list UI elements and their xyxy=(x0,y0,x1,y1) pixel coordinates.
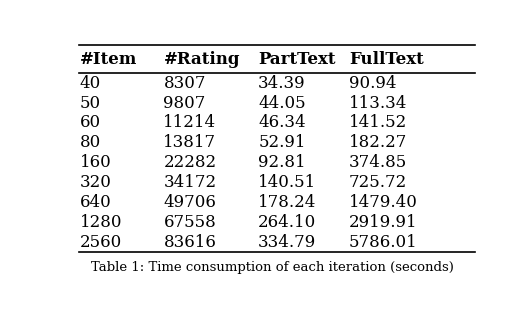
Text: 8307: 8307 xyxy=(163,75,206,92)
Text: 80: 80 xyxy=(80,134,101,151)
Text: 141.52: 141.52 xyxy=(349,114,407,131)
Text: 44.05: 44.05 xyxy=(258,94,306,112)
Text: 160: 160 xyxy=(80,154,111,171)
Text: 334.79: 334.79 xyxy=(258,234,317,251)
Text: 92.81: 92.81 xyxy=(258,154,306,171)
Text: 52.91: 52.91 xyxy=(258,134,306,151)
Text: 1479.40: 1479.40 xyxy=(349,194,418,211)
Text: 2560: 2560 xyxy=(80,234,122,251)
Text: 60: 60 xyxy=(80,114,101,131)
Text: 113.34: 113.34 xyxy=(349,94,408,112)
Text: #Rating: #Rating xyxy=(163,51,240,68)
Text: 1280: 1280 xyxy=(80,214,122,231)
Text: 182.27: 182.27 xyxy=(349,134,408,151)
Text: 67558: 67558 xyxy=(163,214,216,231)
Text: Table 1: Time consumption of each iteration (seconds): Table 1: Time consumption of each iterat… xyxy=(91,261,454,274)
Text: 725.72: 725.72 xyxy=(349,174,407,191)
Text: 46.34: 46.34 xyxy=(258,114,306,131)
Text: FullText: FullText xyxy=(349,51,423,68)
Text: 40: 40 xyxy=(80,75,101,92)
Text: 264.10: 264.10 xyxy=(258,214,317,231)
Text: 9807: 9807 xyxy=(163,94,206,112)
Text: 2919.91: 2919.91 xyxy=(349,214,418,231)
Text: 13817: 13817 xyxy=(163,134,217,151)
Text: 11214: 11214 xyxy=(163,114,217,131)
Text: 640: 640 xyxy=(80,194,111,211)
Text: 83616: 83616 xyxy=(163,234,217,251)
Text: 320: 320 xyxy=(80,174,112,191)
Text: 90.94: 90.94 xyxy=(349,75,396,92)
Text: #Item: #Item xyxy=(80,51,137,68)
Text: 34172: 34172 xyxy=(163,174,217,191)
Text: 374.85: 374.85 xyxy=(349,154,407,171)
Text: 140.51: 140.51 xyxy=(258,174,317,191)
Text: 22282: 22282 xyxy=(163,154,217,171)
Text: 5786.01: 5786.01 xyxy=(349,234,418,251)
Text: 34.39: 34.39 xyxy=(258,75,306,92)
Text: 49706: 49706 xyxy=(163,194,217,211)
Text: 178.24: 178.24 xyxy=(258,194,317,211)
Text: PartText: PartText xyxy=(258,51,336,68)
Text: 50: 50 xyxy=(80,94,101,112)
